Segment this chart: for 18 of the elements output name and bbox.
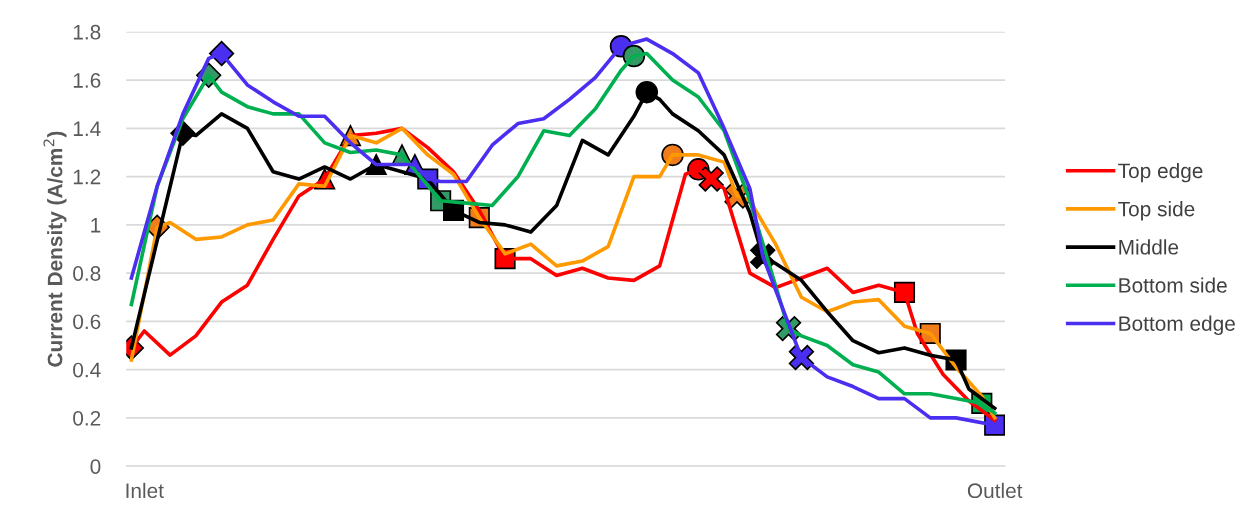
- legend-label: Top edge: [1118, 162, 1203, 183]
- y-tick-label: 1.2: [73, 169, 101, 185]
- y-tick-label: 1.4: [73, 121, 101, 136]
- y-tick-label: 0.8: [73, 266, 101, 281]
- y-tick-label: 1.8: [73, 24, 101, 40]
- legend-label: Top side: [1118, 201, 1195, 221]
- y-tick-label: 1.6: [73, 73, 101, 88]
- y-tick-label: 1: [91, 218, 101, 233]
- y-tick-label: 0.4: [73, 362, 101, 378]
- y-tick-label: 0.2: [73, 410, 101, 426]
- y-tick-label: 0: [90, 459, 101, 474]
- x-tick-label: Inlet: [126, 482, 164, 499]
- legend-label: Middle: [1119, 239, 1179, 255]
- y-axis-title: Current Density (A/cm$^{2}$): [43, 131, 67, 367]
- x-tick-label: Outlet: [967, 482, 1023, 499]
- legend-label: Bottom edge: [1119, 315, 1235, 336]
- y-tick-label: 0.6: [73, 314, 101, 330]
- legend-label: Bottom side: [1119, 277, 1227, 293]
